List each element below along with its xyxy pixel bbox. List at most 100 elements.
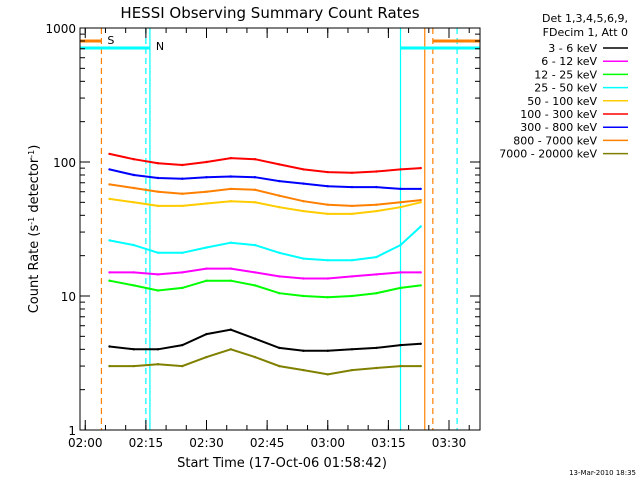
series-point-9 xyxy=(326,373,329,376)
timestamp: 13-Mar-2010 18:35 xyxy=(569,469,636,477)
series-point-2 xyxy=(350,275,354,278)
series-point-6 xyxy=(278,163,281,166)
series-line-4 xyxy=(109,225,422,262)
y-tick-label: 1 xyxy=(68,424,76,438)
series-point-9 xyxy=(278,364,281,368)
series-point-8 xyxy=(156,190,160,193)
series-point-6 xyxy=(205,160,208,164)
series-point-6 xyxy=(350,171,354,174)
series-point-5 xyxy=(205,202,208,205)
series-point-7 xyxy=(326,185,329,188)
legend-entry-label: 12 - 25 keV xyxy=(534,68,597,81)
series-point-4 xyxy=(253,243,257,247)
y-label-part-1: Count Rate (s xyxy=(27,225,42,314)
series-point-5 xyxy=(399,206,402,209)
plot-frame xyxy=(79,27,481,431)
series-point-3 xyxy=(132,284,135,287)
series-point-4 xyxy=(326,259,329,262)
series-point-1 xyxy=(253,337,257,340)
series-line-7 xyxy=(109,168,421,190)
series-point-3 xyxy=(156,289,160,292)
legend-entry-label: 50 - 100 keV xyxy=(527,95,597,108)
series-point-6 xyxy=(419,166,422,170)
series-point-4 xyxy=(419,225,422,228)
series-point-4 xyxy=(399,243,402,247)
series-point-1 xyxy=(419,342,422,345)
series-point-3 xyxy=(302,294,305,298)
series-point-9 xyxy=(302,368,305,372)
x-tick-label: 03:30 xyxy=(432,436,467,450)
series-point-8 xyxy=(326,203,329,206)
series-point-7 xyxy=(156,176,160,180)
series-point-5 xyxy=(419,201,422,204)
series-point-1 xyxy=(399,343,402,347)
series-point-4 xyxy=(278,251,281,254)
series-point-6 xyxy=(302,168,305,171)
series-point-2 xyxy=(278,275,281,278)
series-point-4 xyxy=(156,251,160,254)
legend-entry-label: 6 - 12 keV xyxy=(541,55,597,68)
series-point-5 xyxy=(132,201,135,204)
series-point-7 xyxy=(253,176,257,179)
series-point-7 xyxy=(375,185,378,189)
legend-entry-label: 100 - 300 keV xyxy=(520,108,597,121)
series-point-4 xyxy=(132,243,135,247)
series-point-8 xyxy=(350,204,354,208)
series-point-8 xyxy=(302,200,305,203)
series-point-5 xyxy=(375,209,378,213)
series-point-3 xyxy=(205,279,208,282)
series-point-9 xyxy=(181,364,184,368)
series-point-3 xyxy=(350,294,354,298)
series-point-4 xyxy=(375,255,378,259)
chart-title: HESSI Observing Summary Count Rates xyxy=(120,4,419,22)
night-flag-label: N xyxy=(156,40,164,53)
series-point-2 xyxy=(326,277,329,280)
series-point-1 xyxy=(181,343,184,347)
series-point-2 xyxy=(253,271,257,274)
series-point-4 xyxy=(229,241,232,244)
series-line-9 xyxy=(109,348,421,376)
series-point-2 xyxy=(375,273,378,276)
series-line-1 xyxy=(109,328,421,352)
series-point-7 xyxy=(302,182,305,185)
series-point-7 xyxy=(350,185,354,189)
series-point-8 xyxy=(205,190,208,193)
legend-entry-label: 800 - 7000 keV xyxy=(513,134,597,147)
series-point-5 xyxy=(278,206,281,209)
y-tick-label: 100 xyxy=(53,156,76,170)
series-point-8 xyxy=(419,198,422,202)
y-tick-label: 10 xyxy=(61,290,76,304)
series-point-2 xyxy=(419,271,422,274)
series-point-3 xyxy=(108,279,111,282)
y-label-sup-2: -1 xyxy=(27,150,36,158)
x-tick-label: 02:15 xyxy=(129,436,164,450)
series-point-1 xyxy=(278,346,281,350)
series-point-5 xyxy=(326,212,329,216)
series-point-5 xyxy=(229,200,232,203)
series-line-6 xyxy=(109,152,421,174)
series-point-2 xyxy=(181,271,184,274)
legend-entry-label: 300 - 800 keV xyxy=(520,121,597,134)
series-point-3 xyxy=(253,284,257,287)
series-point-7 xyxy=(132,173,135,177)
legend: Det 1,3,4,5,6,9, FDecim 1, Att 0 3 - 6 k… xyxy=(499,12,628,161)
series-point-9 xyxy=(419,364,422,368)
series-point-5 xyxy=(156,204,160,208)
series-point-7 xyxy=(181,177,184,180)
x-tick-label: 02:45 xyxy=(250,436,285,450)
series-group xyxy=(108,152,422,376)
series-point-1 xyxy=(375,346,378,350)
series-point-9 xyxy=(205,355,208,359)
series-point-1 xyxy=(205,332,208,336)
series-point-2 xyxy=(108,271,111,274)
series-point-1 xyxy=(229,328,232,331)
series-point-1 xyxy=(350,348,354,351)
series-point-2 xyxy=(132,271,135,274)
y-label-part-2: detector xyxy=(27,157,42,217)
series-point-3 xyxy=(419,284,422,287)
series-point-2 xyxy=(399,271,402,274)
series-point-6 xyxy=(229,156,232,160)
